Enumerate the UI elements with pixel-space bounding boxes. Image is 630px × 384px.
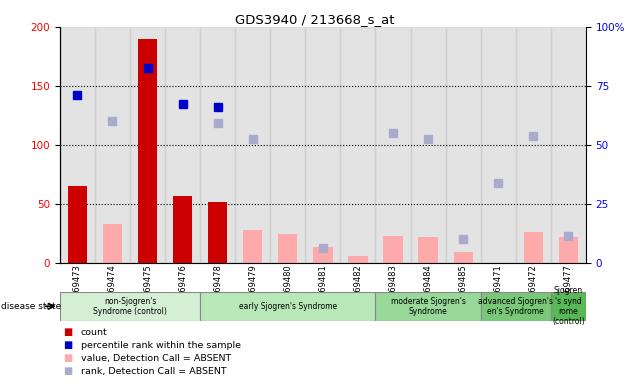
Bar: [384, 236, 403, 263]
Bar: [235, 27, 270, 263]
Bar: [348, 256, 367, 263]
Bar: [551, 27, 586, 263]
Bar: [103, 224, 122, 263]
Bar: [313, 247, 333, 263]
Text: ■: ■: [63, 366, 72, 376]
Bar: [243, 230, 262, 263]
Bar: [68, 186, 87, 263]
Text: early Sjogren's Syndrome: early Sjogren's Syndrome: [239, 302, 337, 311]
Bar: [173, 196, 192, 263]
Bar: [200, 292, 375, 321]
Text: ■: ■: [63, 353, 72, 363]
Text: ■: ■: [63, 340, 72, 350]
Bar: [445, 27, 481, 263]
Bar: [60, 27, 95, 263]
Bar: [165, 27, 200, 263]
Bar: [340, 27, 375, 263]
Bar: [454, 252, 472, 263]
Bar: [551, 292, 586, 321]
Text: ■: ■: [63, 327, 72, 337]
Text: Sjogren
's synd
rome
(control): Sjogren 's synd rome (control): [552, 286, 585, 326]
Text: value, Detection Call = ABSENT: value, Detection Call = ABSENT: [81, 354, 231, 363]
Bar: [306, 27, 340, 263]
Bar: [130, 27, 165, 263]
Text: advanced Sjogren's
en's Syndrome: advanced Sjogren's en's Syndrome: [478, 296, 553, 316]
Bar: [375, 292, 481, 321]
Bar: [411, 27, 445, 263]
Bar: [481, 27, 516, 263]
Bar: [60, 292, 200, 321]
Text: GDS3940 / 213668_s_at: GDS3940 / 213668_s_at: [235, 13, 395, 26]
Bar: [516, 27, 551, 263]
Bar: [375, 27, 411, 263]
Text: non-Sjogren's
Syndrome (control): non-Sjogren's Syndrome (control): [93, 296, 167, 316]
Text: percentile rank within the sample: percentile rank within the sample: [81, 341, 241, 350]
Bar: [418, 237, 438, 263]
Bar: [559, 237, 578, 263]
Text: rank, Detection Call = ABSENT: rank, Detection Call = ABSENT: [81, 367, 226, 376]
Text: count: count: [81, 328, 107, 337]
Bar: [138, 39, 157, 263]
Text: disease state: disease state: [1, 302, 61, 311]
Text: moderate Sjogren's
Syndrome: moderate Sjogren's Syndrome: [391, 296, 466, 316]
Bar: [270, 27, 306, 263]
Bar: [481, 292, 551, 321]
Bar: [95, 27, 130, 263]
Bar: [208, 202, 227, 263]
Bar: [524, 232, 543, 263]
Bar: [278, 233, 297, 263]
Bar: [200, 27, 235, 263]
